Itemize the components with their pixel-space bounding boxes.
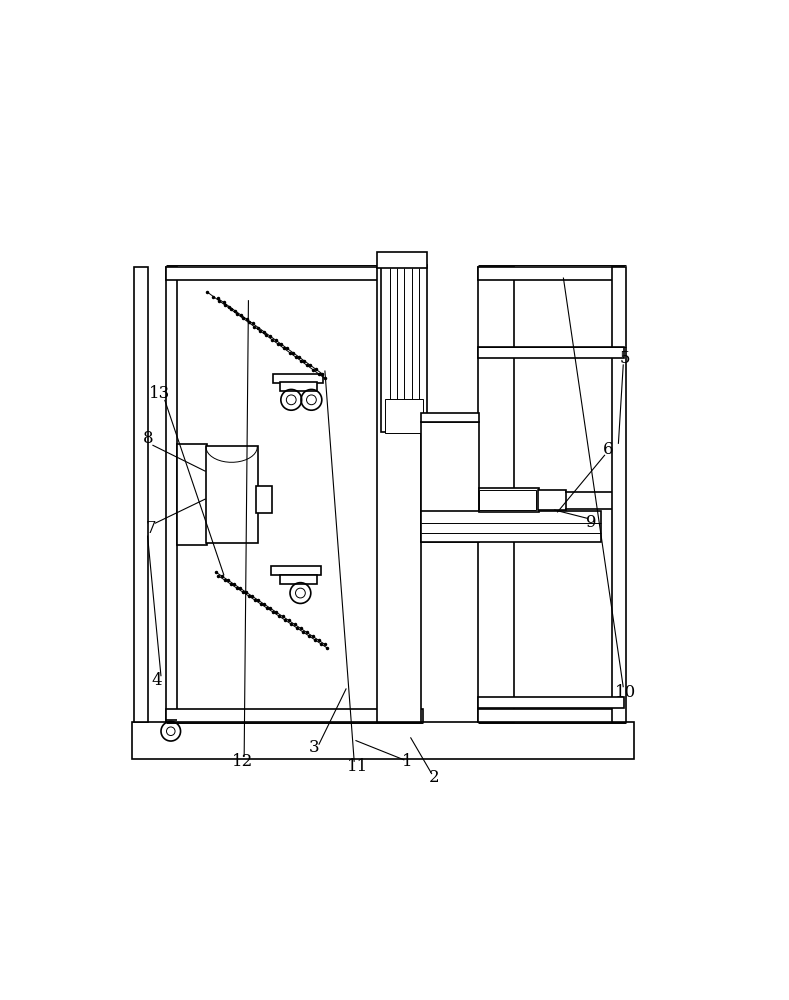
Text: 4: 4 — [151, 672, 162, 689]
Bar — [177, 444, 208, 545]
Bar — [537, 490, 566, 510]
Text: 5: 5 — [619, 350, 630, 367]
Bar — [478, 267, 514, 722]
Bar — [479, 490, 537, 510]
Text: 7: 7 — [145, 520, 156, 537]
Bar — [271, 566, 321, 575]
Text: 1: 1 — [402, 753, 413, 770]
Bar — [256, 486, 271, 513]
Bar — [478, 697, 625, 708]
Bar — [166, 267, 423, 280]
Text: 12: 12 — [232, 753, 253, 770]
Bar — [273, 374, 323, 383]
Text: 10: 10 — [615, 684, 637, 701]
Bar — [166, 709, 423, 722]
Bar — [280, 382, 317, 391]
Bar — [280, 575, 317, 584]
Bar — [478, 347, 625, 358]
Text: 3: 3 — [309, 739, 320, 756]
Bar — [134, 267, 148, 722]
Bar — [381, 265, 427, 432]
Bar — [421, 422, 479, 542]
Bar — [377, 252, 427, 268]
Text: 9: 9 — [585, 514, 596, 531]
Bar — [385, 399, 424, 433]
Bar — [478, 267, 625, 280]
Text: 13: 13 — [149, 385, 170, 402]
Bar — [377, 267, 421, 722]
Bar — [612, 267, 626, 722]
Bar — [133, 722, 634, 759]
Bar — [478, 709, 625, 722]
Bar — [421, 511, 601, 542]
Bar — [421, 413, 479, 422]
Text: 11: 11 — [346, 758, 368, 775]
Text: 6: 6 — [603, 441, 613, 458]
Text: 2: 2 — [428, 769, 439, 786]
Bar — [479, 488, 539, 512]
Bar — [206, 446, 258, 543]
Text: 8: 8 — [143, 430, 154, 447]
Bar — [166, 267, 177, 722]
